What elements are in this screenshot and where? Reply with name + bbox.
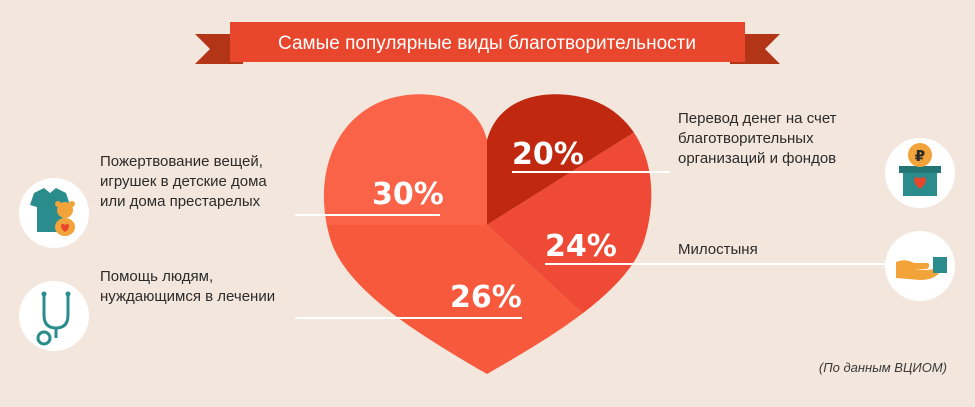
label-donation-line: игрушек в детские дома xyxy=(100,173,267,190)
ruble-symbol: ₽ xyxy=(915,147,925,165)
chart-title: Самые популярные виды благотворительност… xyxy=(278,33,696,54)
pct-label-transfer: 20% xyxy=(512,137,584,172)
pct-label-donation: 30% xyxy=(372,177,444,212)
title-banner: Самые популярные виды благотворительност… xyxy=(195,22,780,64)
pct-label-alms: 24% xyxy=(545,229,617,264)
slice-transfer xyxy=(487,94,652,225)
label-medical-line: Помощь людям, xyxy=(100,268,214,285)
label-transfer-line: благотворительных xyxy=(678,130,814,147)
label-alms-line: Милостыня xyxy=(678,241,758,258)
label-alms: Милостыня xyxy=(678,240,758,260)
slice-donation xyxy=(323,94,487,225)
label-medical-line: нуждающимся в лечении xyxy=(100,288,276,305)
label-transfer-line: Перевод денег на счет xyxy=(678,110,837,127)
label-donation-line: Пожертвование вещей, xyxy=(100,153,263,170)
donation-box-icon: ₽ xyxy=(885,138,955,208)
banner-main xyxy=(230,22,745,62)
label-donation: Пожертвование вещей, игрушек в детские д… xyxy=(100,152,267,212)
label-transfer-line: организаций и фондов xyxy=(678,150,837,167)
stethoscope-icon xyxy=(19,281,89,351)
giving-hand-icon xyxy=(885,231,955,301)
label-medical: Помощь людям, нуждающимся в лечении xyxy=(100,267,275,307)
label-donation-line: или дома престарелых xyxy=(100,193,261,210)
heart-pie xyxy=(323,94,652,374)
source-note: (По данным ВЦИОМ) xyxy=(818,360,947,375)
label-transfer: Перевод денег на счет благотворительных … xyxy=(678,109,837,169)
clothes-toy-icon xyxy=(19,178,89,248)
pct-label-medical: 26% xyxy=(450,280,522,315)
